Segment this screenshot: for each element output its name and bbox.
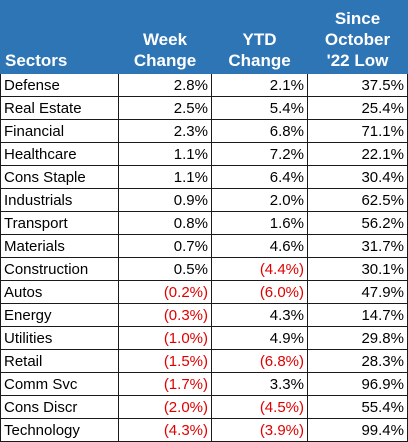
week-change-cell: 0.8% — [118, 211, 212, 235]
since-low-cell: 71.1% — [307, 119, 408, 143]
header-row: Sectors Week Change YTD Change Since Oct… — [0, 0, 408, 74]
since-low-cell: 29.8% — [307, 326, 408, 350]
ytd-change-cell: 4.3% — [211, 303, 308, 327]
since-low-cell: 96.9% — [307, 372, 408, 396]
week-change-cell: 2.8% — [118, 73, 212, 97]
table-header: Sectors Week Change YTD Change Since Oct… — [0, 0, 408, 74]
week-change-cell: (0.2%) — [118, 280, 212, 304]
week-change-cell: 2.3% — [118, 119, 212, 143]
header-since-line-2: October — [324, 30, 391, 49]
table-row: Defense 2.8% 2.1% 37.5% — [0, 73, 408, 97]
since-low-cell: 99.4% — [307, 418, 408, 442]
week-change-cell: (1.0%) — [118, 326, 212, 350]
table-row: Energy (0.3%) 4.3% 14.7% — [0, 303, 408, 327]
sector-name-cell: Defense — [0, 73, 119, 97]
ytd-change-cell: 5.4% — [211, 96, 308, 120]
sector-name-cell: Financial — [0, 119, 119, 143]
table-row: Retail (1.5%) (6.8%) 28.3% — [0, 349, 408, 373]
ytd-change-cell: (4.4%) — [211, 257, 308, 281]
week-change-cell: 0.5% — [118, 257, 212, 281]
table-row: Technology (4.3%) (3.9%) 99.4% — [0, 418, 408, 442]
ytd-change-cell: (6.0%) — [211, 280, 308, 304]
header-week-change: Week Change — [118, 0, 212, 74]
since-low-cell: 31.7% — [307, 234, 408, 258]
week-change-cell: 1.1% — [118, 165, 212, 189]
sector-name-cell: Real Estate — [0, 96, 119, 120]
ytd-change-cell: (6.8%) — [211, 349, 308, 373]
since-low-cell: 22.1% — [307, 142, 408, 166]
header-ytd-line-2: Change — [228, 51, 291, 70]
ytd-change-cell: 4.6% — [211, 234, 308, 258]
header-sectors: Sectors — [0, 0, 119, 74]
ytd-change-cell: 6.4% — [211, 165, 308, 189]
table-row: Cons Staple 1.1% 6.4% 30.4% — [0, 165, 408, 189]
since-low-cell: 14.7% — [307, 303, 408, 327]
sector-name-cell: Cons Discr — [0, 395, 119, 419]
table-row: Healthcare 1.1% 7.2% 22.1% — [0, 142, 408, 166]
sector-name-cell: Retail — [0, 349, 119, 373]
since-low-cell: 25.4% — [307, 96, 408, 120]
table-row: Construction 0.5% (4.4%) 30.1% — [0, 257, 408, 281]
ytd-change-cell: 4.9% — [211, 326, 308, 350]
week-change-cell: (4.3%) — [118, 418, 212, 442]
sector-name-cell: Materials — [0, 234, 119, 258]
week-change-cell: (2.0%) — [118, 395, 212, 419]
sector-name-cell: Construction — [0, 257, 119, 281]
since-low-cell: 55.4% — [307, 395, 408, 419]
ytd-change-cell: 2.0% — [211, 188, 308, 212]
table-row: Cons Discr (2.0%) (4.5%) 55.4% — [0, 395, 408, 419]
sector-name-cell: Technology — [0, 418, 119, 442]
table-row: Financial 2.3% 6.8% 71.1% — [0, 119, 408, 143]
since-low-cell: 37.5% — [307, 73, 408, 97]
header-week-line-2: Change — [133, 51, 197, 70]
header-since-line-1: Since — [334, 9, 381, 28]
ytd-change-cell: 1.6% — [211, 211, 308, 235]
since-low-cell: 30.1% — [307, 257, 408, 281]
table-row: Comm Svc (1.7%) 3.3% 96.9% — [0, 372, 408, 396]
week-change-cell: 0.9% — [118, 188, 212, 212]
header-ytd-change: YTD Change — [211, 0, 308, 74]
week-change-cell: (1.5%) — [118, 349, 212, 373]
ytd-change-cell: 3.3% — [211, 372, 308, 396]
table-row: Utilities (1.0%) 4.9% 29.8% — [0, 326, 408, 350]
sector-name-cell: Comm Svc — [0, 372, 119, 396]
ytd-change-cell: 2.1% — [211, 73, 308, 97]
table-row: Real Estate 2.5% 5.4% 25.4% — [0, 96, 408, 120]
week-change-cell: (1.7%) — [118, 372, 212, 396]
header-week-line-1: Week — [142, 30, 188, 49]
header-sectors-label: Sectors — [5, 51, 68, 70]
sector-name-cell: Energy — [0, 303, 119, 327]
header-since-line-3: '22 Low — [326, 51, 389, 70]
week-change-cell: (0.3%) — [118, 303, 212, 327]
sector-name-cell: Utilities — [0, 326, 119, 350]
table-row: Transport 0.8% 1.6% 56.2% — [0, 211, 408, 235]
since-low-cell: 62.5% — [307, 188, 408, 212]
since-low-cell: 30.4% — [307, 165, 408, 189]
week-change-cell: 2.5% — [118, 96, 212, 120]
ytd-change-cell: 7.2% — [211, 142, 308, 166]
sector-name-cell: Industrials — [0, 188, 119, 212]
table-body: Defense 2.8% 2.1% 37.5% Real Estate 2.5% 5.4% 2… — [0, 73, 408, 442]
ytd-change-cell: 6.8% — [211, 119, 308, 143]
sector-name-cell: Transport — [0, 211, 119, 235]
table-row: Industrials 0.9% 2.0% 62.5% — [0, 188, 408, 212]
header-since-october-low: Since October '22 Low — [307, 0, 408, 74]
ytd-change-cell: (3.9%) — [211, 418, 308, 442]
table-row: Materials 0.7% 4.6% 31.7% — [0, 234, 408, 258]
ytd-change-cell: (4.5%) — [211, 395, 308, 419]
since-low-cell: 56.2% — [307, 211, 408, 235]
sector-name-cell: Autos — [0, 280, 119, 304]
table-row: Autos (0.2%) (6.0%) 47.9% — [0, 280, 408, 304]
sector-name-cell: Healthcare — [0, 142, 119, 166]
since-low-cell: 28.3% — [307, 349, 408, 373]
header-ytd-line-1: YTD — [242, 30, 277, 49]
week-change-cell: 1.1% — [118, 142, 212, 166]
since-low-cell: 47.9% — [307, 280, 408, 304]
week-change-cell: 0.7% — [118, 234, 212, 258]
sector-name-cell: Cons Staple — [0, 165, 119, 189]
